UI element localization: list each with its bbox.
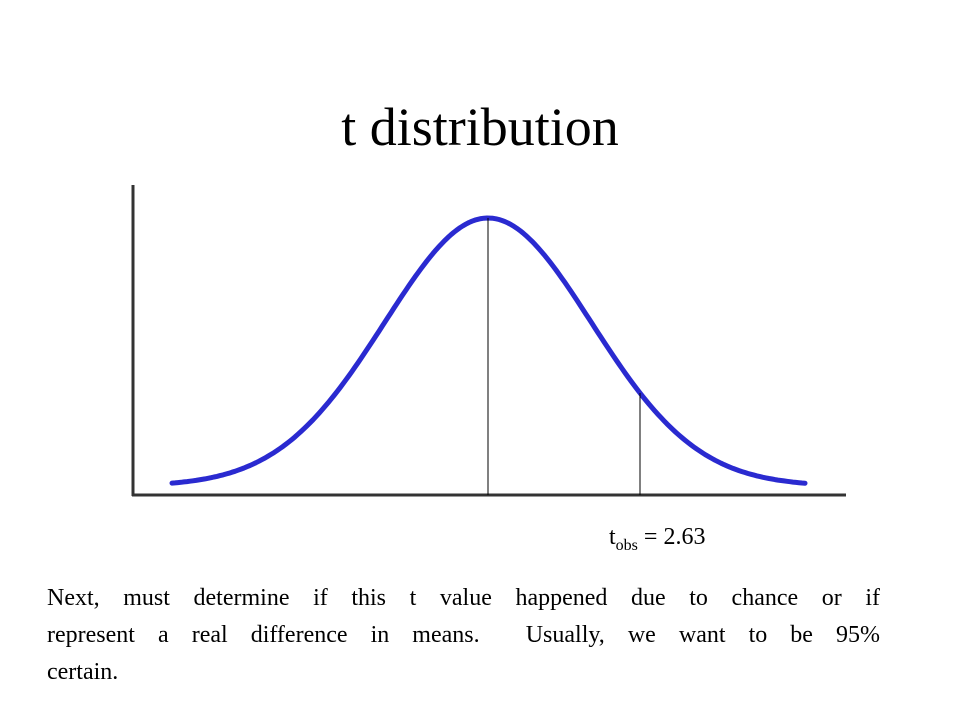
label-main: t	[609, 524, 616, 550]
t-obs-label: tobs = 2.63	[609, 522, 706, 554]
title: t distribution	[341, 97, 619, 157]
body-text: Next, must determine if this t value hap…	[47, 580, 880, 691]
label-rest: = 2.63	[643, 524, 706, 550]
label-sub: obs	[615, 537, 638, 554]
body-line: certain.	[47, 659, 119, 685]
body-line: Next, must determine if this t value hap…	[47, 585, 880, 611]
body-line: represent a real difference in means. Us…	[47, 622, 880, 648]
